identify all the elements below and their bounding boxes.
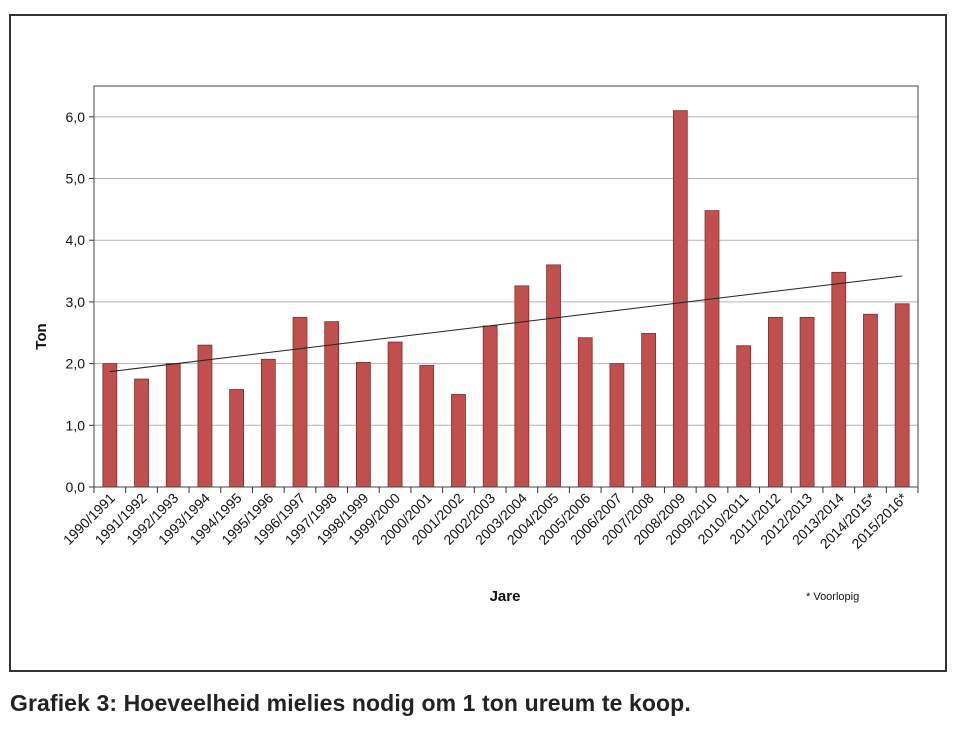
bar <box>546 264 561 488</box>
bar <box>387 341 403 488</box>
bar <box>419 365 435 488</box>
bar <box>641 332 656 488</box>
y-tick-label: 3,0 <box>66 294 86 310</box>
bar <box>704 210 720 488</box>
bar <box>165 363 181 488</box>
bar-chart: 0,0 1,0 2,0 3,0 4,0 5,0 6,0 1990/19911991/1992… <box>33 85 919 605</box>
bar <box>577 337 593 488</box>
bar <box>197 344 213 488</box>
gridlines <box>89 116 918 488</box>
bar <box>736 345 752 488</box>
bar <box>514 285 530 488</box>
x-axis-title: Jare <box>490 588 521 605</box>
bar <box>260 358 276 488</box>
bar <box>451 394 466 488</box>
trendline <box>109 275 903 373</box>
chart-frame: 0,0 1,0 2,0 3,0 4,0 5,0 6,0 1990/1991 1991/1992… <box>9 14 947 672</box>
bar <box>799 316 815 488</box>
bar <box>863 313 878 488</box>
y-tick-label: 5,0 <box>66 171 86 187</box>
bar <box>894 303 910 488</box>
footnote: * Voorlopig <box>806 591 859 603</box>
bar <box>102 363 118 488</box>
plot-border <box>93 85 919 488</box>
y-tick-labels: 0,0 1,0 2,0 3,0 4,0 5,0 6,0 <box>66 109 86 495</box>
bar <box>768 316 783 488</box>
x-tick-labels: 1990/19911991/19921992/19931993/19941994… <box>60 489 911 551</box>
bar <box>482 325 498 488</box>
bars <box>102 110 910 488</box>
y-axis-title: Ton <box>33 323 50 349</box>
figure-caption: Grafiek 3: Hoeveelheid mielies nodig om … <box>10 690 691 716</box>
y-tick-label: 0,0 <box>66 479 86 495</box>
bar <box>134 378 149 488</box>
bar <box>831 271 847 488</box>
y-tick-label: 4,0 <box>66 232 86 248</box>
bar <box>324 321 340 488</box>
axes <box>93 85 919 493</box>
bar <box>292 316 308 488</box>
bar <box>672 110 688 488</box>
trend-line <box>109 275 903 373</box>
bar <box>356 361 371 488</box>
y-tick-label: 1,0 <box>66 417 86 433</box>
y-tick-label: 2,0 <box>66 356 86 372</box>
y-tick-label: 6,0 <box>66 109 86 125</box>
bar <box>609 363 625 488</box>
bar <box>229 389 244 488</box>
